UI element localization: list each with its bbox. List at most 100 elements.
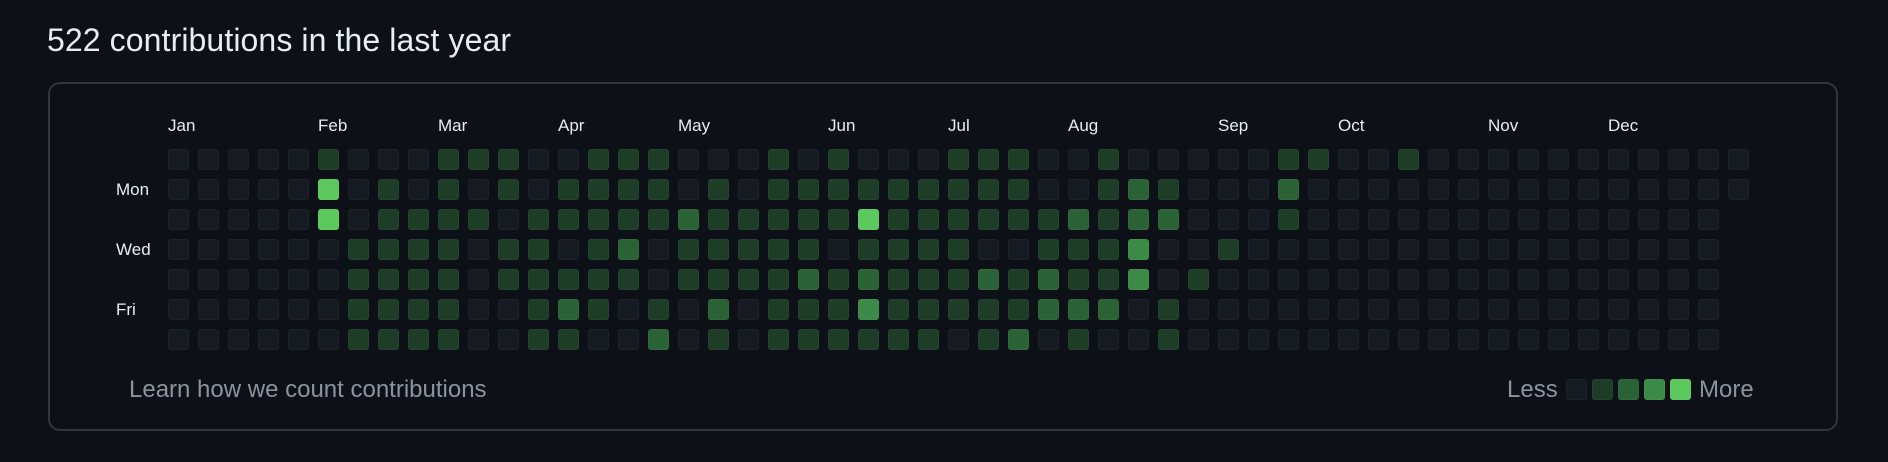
contribution-day-cell[interactable] xyxy=(1008,299,1029,320)
contribution-day-cell[interactable] xyxy=(1248,149,1269,170)
contribution-day-cell[interactable] xyxy=(1038,299,1059,320)
contribution-day-cell[interactable] xyxy=(318,179,339,200)
contribution-day-cell[interactable] xyxy=(1218,239,1239,260)
contribution-day-cell[interactable] xyxy=(408,149,429,170)
contribution-day-cell[interactable] xyxy=(888,179,909,200)
contribution-day-cell[interactable] xyxy=(888,269,909,290)
contribution-day-cell[interactable] xyxy=(1728,179,1749,200)
contribution-day-cell[interactable] xyxy=(1038,239,1059,260)
contribution-day-cell[interactable] xyxy=(1668,329,1689,350)
contribution-day-cell[interactable] xyxy=(618,209,639,230)
contribution-day-cell[interactable] xyxy=(828,299,849,320)
contribution-day-cell[interactable] xyxy=(1158,209,1179,230)
contribution-day-cell[interactable] xyxy=(1368,149,1389,170)
contribution-day-cell[interactable] xyxy=(1308,299,1329,320)
contribution-day-cell[interactable] xyxy=(1308,329,1329,350)
contribution-day-cell[interactable] xyxy=(1458,329,1479,350)
contribution-day-cell[interactable] xyxy=(408,209,429,230)
contribution-day-cell[interactable] xyxy=(1488,179,1509,200)
contribution-day-cell[interactable] xyxy=(1248,299,1269,320)
contribution-day-cell[interactable] xyxy=(378,299,399,320)
contribution-day-cell[interactable] xyxy=(1398,239,1419,260)
contribution-day-cell[interactable] xyxy=(708,299,729,320)
contribution-day-cell[interactable] xyxy=(888,149,909,170)
contribution-day-cell[interactable] xyxy=(1578,209,1599,230)
contribution-day-cell[interactable] xyxy=(468,269,489,290)
contribution-day-cell[interactable] xyxy=(1338,269,1359,290)
contribution-day-cell[interactable] xyxy=(1188,299,1209,320)
contribution-day-cell[interactable] xyxy=(1578,269,1599,290)
contribution-day-cell[interactable] xyxy=(738,209,759,230)
contribution-day-cell[interactable] xyxy=(1518,299,1539,320)
contribution-day-cell[interactable] xyxy=(1668,179,1689,200)
contribution-day-cell[interactable] xyxy=(1518,269,1539,290)
contribution-day-cell[interactable] xyxy=(228,149,249,170)
contribution-day-cell[interactable] xyxy=(1548,269,1569,290)
contribution-day-cell[interactable] xyxy=(918,239,939,260)
contribution-day-cell[interactable] xyxy=(948,239,969,260)
contribution-day-cell[interactable] xyxy=(1368,329,1389,350)
contribution-day-cell[interactable] xyxy=(408,179,429,200)
contribution-day-cell[interactable] xyxy=(1248,269,1269,290)
contribution-day-cell[interactable] xyxy=(228,299,249,320)
contribution-day-cell[interactable] xyxy=(1488,239,1509,260)
contribution-day-cell[interactable] xyxy=(618,239,639,260)
contribution-day-cell[interactable] xyxy=(1218,179,1239,200)
contribution-day-cell[interactable] xyxy=(1218,329,1239,350)
contribution-day-cell[interactable] xyxy=(528,329,549,350)
contribution-day-cell[interactable] xyxy=(1578,149,1599,170)
contribution-day-cell[interactable] xyxy=(348,149,369,170)
contribution-day-cell[interactable] xyxy=(1278,299,1299,320)
contribution-day-cell[interactable] xyxy=(258,239,279,260)
contribution-day-cell[interactable] xyxy=(858,299,879,320)
contribution-day-cell[interactable] xyxy=(618,269,639,290)
contribution-day-cell[interactable] xyxy=(1098,209,1119,230)
contribution-day-cell[interactable] xyxy=(1518,209,1539,230)
contribution-day-cell[interactable] xyxy=(1458,299,1479,320)
contribution-day-cell[interactable] xyxy=(1368,269,1389,290)
contribution-day-cell[interactable] xyxy=(468,149,489,170)
contribution-day-cell[interactable] xyxy=(318,239,339,260)
contribution-day-cell[interactable] xyxy=(228,209,249,230)
contribution-day-cell[interactable] xyxy=(1158,299,1179,320)
contribution-day-cell[interactable] xyxy=(828,209,849,230)
contribution-day-cell[interactable] xyxy=(1398,269,1419,290)
contribution-day-cell[interactable] xyxy=(1308,209,1329,230)
contribution-day-cell[interactable] xyxy=(828,149,849,170)
contribution-day-cell[interactable] xyxy=(1398,329,1419,350)
contribution-day-cell[interactable] xyxy=(1158,179,1179,200)
contribution-day-cell[interactable] xyxy=(588,269,609,290)
contribution-day-cell[interactable] xyxy=(1668,269,1689,290)
contribution-day-cell[interactable] xyxy=(1248,329,1269,350)
contribution-day-cell[interactable] xyxy=(858,179,879,200)
contribution-day-cell[interactable] xyxy=(1608,299,1629,320)
contribution-day-cell[interactable] xyxy=(558,269,579,290)
contribution-day-cell[interactable] xyxy=(168,239,189,260)
contribution-day-cell[interactable] xyxy=(1608,269,1629,290)
contribution-day-cell[interactable] xyxy=(1188,179,1209,200)
contribution-day-cell[interactable] xyxy=(588,329,609,350)
contribution-day-cell[interactable] xyxy=(768,209,789,230)
contribution-day-cell[interactable] xyxy=(468,299,489,320)
contribution-day-cell[interactable] xyxy=(1428,239,1449,260)
contribution-day-cell[interactable] xyxy=(468,179,489,200)
contribution-day-cell[interactable] xyxy=(348,179,369,200)
contribution-day-cell[interactable] xyxy=(1218,149,1239,170)
contribution-day-cell[interactable] xyxy=(498,329,519,350)
contribution-day-cell[interactable] xyxy=(1668,209,1689,230)
contribution-day-cell[interactable] xyxy=(1698,239,1719,260)
contribution-day-cell[interactable] xyxy=(288,239,309,260)
contribution-day-cell[interactable] xyxy=(1038,179,1059,200)
contribution-day-cell[interactable] xyxy=(198,179,219,200)
contribution-day-cell[interactable] xyxy=(378,329,399,350)
contribution-day-cell[interactable] xyxy=(708,149,729,170)
contribution-day-cell[interactable] xyxy=(438,239,459,260)
contribution-day-cell[interactable] xyxy=(1548,209,1569,230)
contribution-day-cell[interactable] xyxy=(1398,179,1419,200)
contribution-day-cell[interactable] xyxy=(438,299,459,320)
contribution-day-cell[interactable] xyxy=(588,149,609,170)
contribution-day-cell[interactable] xyxy=(1458,239,1479,260)
contribution-day-cell[interactable] xyxy=(1068,299,1089,320)
contribution-day-cell[interactable] xyxy=(708,239,729,260)
contribution-day-cell[interactable] xyxy=(708,269,729,290)
